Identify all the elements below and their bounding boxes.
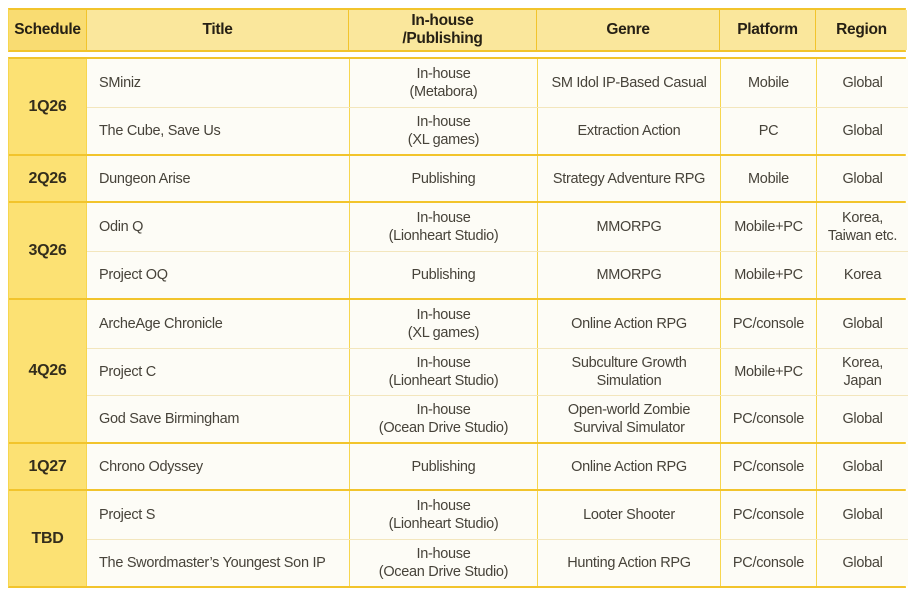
table-row: Odin Q In-house (Lionheart Studio) MMORP…	[87, 203, 908, 251]
column-header-inhouse-publishing: In-house /Publishing	[348, 10, 536, 50]
inhouse-cell: In-house (Lionheart Studio)	[349, 491, 537, 539]
inhouse-cell: In-house (XL games)	[349, 108, 537, 154]
region-cell: Global	[816, 156, 908, 201]
platform-cell: PC/console	[720, 300, 816, 348]
title-cell: Project OQ	[99, 267, 168, 283]
column-header-schedule: Schedule	[9, 10, 86, 50]
genre-cell: Online Action RPG	[537, 444, 720, 489]
inhouse-cell: Publishing	[349, 252, 537, 298]
schedule-cell: 2Q26	[9, 156, 86, 201]
genre-cell: Strategy Adventure RPG	[537, 156, 720, 201]
platform-cell: Mobile+PC	[720, 349, 816, 395]
group-rows: ArcheAge Chronicle In-house (XL games) O…	[86, 300, 908, 442]
inhouse-cell: Publishing	[349, 444, 537, 489]
genre-cell: Looter Shooter	[537, 491, 720, 539]
column-header-region: Region	[815, 10, 907, 50]
platform-cell: PC/console	[720, 491, 816, 539]
platform-cell: PC/console	[720, 396, 816, 442]
region-cell: Global	[816, 396, 908, 442]
table-row: God Save Birmingham In-house (Ocean Driv…	[87, 395, 908, 442]
platform-cell: Mobile+PC	[720, 203, 816, 251]
inhouse-cell: In-house (Ocean Drive Studio)	[349, 396, 537, 442]
schedule-cell: TBD	[9, 491, 86, 586]
table-row: Project C In-house (Lionheart Studio) Su…	[87, 348, 908, 395]
title-cell: Chrono Odyssey	[99, 458, 203, 475]
title-cell: God Save Birmingham	[99, 411, 240, 427]
genre-cell: MMORPG	[537, 252, 720, 298]
inhouse-cell: In-house (XL games)	[349, 300, 537, 348]
release-pipeline-table: Schedule Title In-house /Publishing Genr…	[8, 8, 908, 588]
platform-cell: PC/console	[720, 540, 816, 586]
title-cell: Odin Q	[99, 219, 144, 235]
table-row: Project S In-house (Lionheart Studio) Lo…	[87, 491, 908, 539]
schedule-cell: 4Q26	[9, 300, 86, 442]
inhouse-cell: Publishing	[349, 156, 537, 201]
platform-cell: PC	[720, 108, 816, 154]
genre-cell: SM Idol IP-Based Casual	[537, 59, 720, 107]
group-rows: Project S In-house (Lionheart Studio) Lo…	[86, 491, 908, 586]
group-rows: Dungeon Arise Publishing Strategy Advent…	[86, 156, 908, 201]
genre-cell: Hunting Action RPG	[537, 540, 720, 586]
region-cell: Global	[816, 300, 908, 348]
column-header-title: Title	[86, 10, 348, 50]
platform-cell: Mobile	[720, 59, 816, 107]
group-rows: SMiniz In-house (Metabora) SM Idol IP-Ba…	[86, 59, 908, 154]
inhouse-cell: In-house (Ocean Drive Studio)	[349, 540, 537, 586]
title-cell: Project S	[99, 507, 156, 523]
region-cell: Global	[816, 491, 908, 539]
table-row: Dungeon Arise Publishing Strategy Advent…	[87, 156, 908, 201]
column-header-platform: Platform	[719, 10, 815, 50]
genre-cell: MMORPG	[537, 203, 720, 251]
inhouse-cell: In-house (Metabora)	[349, 59, 537, 107]
schedule-cell: 1Q26	[9, 59, 86, 154]
genre-cell: Open-world Zombie Survival Simulator	[537, 396, 720, 442]
title-cell: ArcheAge Chronicle	[99, 316, 223, 332]
genre-cell: Extraction Action	[537, 108, 720, 154]
schedule-group-tbd: TBD Project S In-house (Lionheart Studio…	[9, 489, 908, 586]
table-row: ArcheAge Chronicle In-house (XL games) O…	[87, 300, 908, 348]
table-header-row: Schedule Title In-house /Publishing Genr…	[8, 8, 907, 52]
platform-cell: Mobile	[720, 156, 816, 201]
table-row: Chrono Odyssey Publishing Online Action …	[87, 444, 908, 489]
table-row: The Swordmaster’s Youngest Son IP In-hou…	[87, 539, 908, 586]
platform-cell: PC/console	[720, 444, 816, 489]
genre-cell: Subculture Growth Simulation	[537, 349, 720, 395]
schedule-group-2q26: 2Q26 Dungeon Arise Publishing Strategy A…	[9, 154, 908, 201]
region-cell: Global	[816, 444, 908, 489]
schedule-cell: 3Q26	[9, 203, 86, 298]
region-cell: Global	[816, 59, 908, 107]
table-body: 1Q26 SMiniz In-house (Metabora) SM Idol …	[8, 57, 908, 588]
region-cell: Korea, Taiwan etc.	[816, 203, 908, 251]
inhouse-cell: In-house (Lionheart Studio)	[349, 203, 537, 251]
group-rows: Chrono Odyssey Publishing Online Action …	[86, 444, 908, 489]
column-header-genre: Genre	[536, 10, 719, 50]
region-cell: Korea	[816, 252, 908, 298]
schedule-cell: 1Q27	[9, 444, 86, 489]
header-body-gap	[8, 52, 906, 57]
region-cell: Korea, Japan	[816, 349, 908, 395]
region-cell: Global	[816, 108, 908, 154]
table-row: The Cube, Save Us In-house (XL games) Ex…	[87, 107, 908, 154]
genre-cell: Online Action RPG	[537, 300, 720, 348]
table-row: Project OQ Publishing MMORPG Mobile+PC K…	[87, 251, 908, 298]
schedule-group-1q26: 1Q26 SMiniz In-house (Metabora) SM Idol …	[9, 59, 908, 154]
table-row: SMiniz In-house (Metabora) SM Idol IP-Ba…	[87, 59, 908, 107]
platform-cell: Mobile+PC	[720, 252, 816, 298]
title-cell: Dungeon Arise	[99, 170, 191, 187]
schedule-group-1q27: 1Q27 Chrono Odyssey Publishing Online Ac…	[9, 442, 908, 489]
title-cell: SMiniz	[99, 75, 141, 91]
region-cell: Global	[816, 540, 908, 586]
group-rows: Odin Q In-house (Lionheart Studio) MMORP…	[86, 203, 908, 298]
schedule-group-4q26: 4Q26 ArcheAge Chronicle In-house (XL gam…	[9, 298, 908, 442]
title-cell: The Swordmaster’s Youngest Son IP	[99, 555, 326, 571]
inhouse-cell: In-house (Lionheart Studio)	[349, 349, 537, 395]
title-cell: The Cube, Save Us	[99, 123, 221, 139]
title-cell: Project C	[99, 364, 156, 380]
schedule-group-3q26: 3Q26 Odin Q In-house (Lionheart Studio) …	[9, 201, 908, 298]
